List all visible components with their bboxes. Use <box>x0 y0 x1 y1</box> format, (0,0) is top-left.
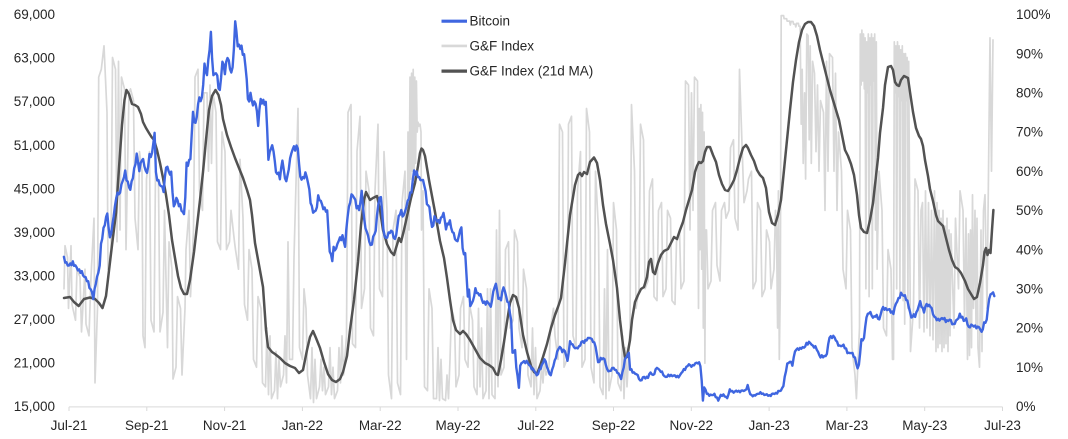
svg-text:33,000: 33,000 <box>14 268 55 283</box>
svg-text:45,000: 45,000 <box>14 181 55 196</box>
svg-text:Mar-22: Mar-22 <box>359 418 402 433</box>
svg-text:20%: 20% <box>1016 321 1043 336</box>
svg-text:69,000: 69,000 <box>14 7 55 22</box>
svg-text:Jul-22: Jul-22 <box>517 418 554 433</box>
svg-text:15,000: 15,000 <box>14 399 55 414</box>
svg-text:27,000: 27,000 <box>14 312 55 327</box>
svg-text:40%: 40% <box>1016 242 1043 257</box>
svg-text:Sep-22: Sep-22 <box>592 418 636 433</box>
svg-text:Nov-22: Nov-22 <box>670 418 714 433</box>
svg-text:G&F Index: G&F Index <box>470 38 535 53</box>
svg-text:May-23: May-23 <box>902 418 947 433</box>
svg-text:39,000: 39,000 <box>14 225 55 240</box>
svg-text:Jul-23: Jul-23 <box>984 418 1021 433</box>
svg-text:Jul-21: Jul-21 <box>51 418 88 433</box>
svg-text:60%: 60% <box>1016 164 1043 179</box>
svg-text:51,000: 51,000 <box>14 138 55 153</box>
svg-text:80%: 80% <box>1016 86 1043 101</box>
svg-text:21,000: 21,000 <box>14 356 55 371</box>
svg-text:70%: 70% <box>1016 125 1043 140</box>
svg-text:Nov-21: Nov-21 <box>203 418 247 433</box>
svg-text:63,000: 63,000 <box>14 51 55 66</box>
svg-text:G&F Index (21d MA): G&F Index (21d MA) <box>470 64 594 79</box>
svg-text:50%: 50% <box>1016 203 1043 218</box>
svg-text:Sep-21: Sep-21 <box>125 418 169 433</box>
svg-text:90%: 90% <box>1016 46 1043 61</box>
svg-text:57,000: 57,000 <box>14 94 55 109</box>
svg-text:10%: 10% <box>1016 360 1043 375</box>
svg-text:100%: 100% <box>1016 7 1051 22</box>
svg-text:Jan-22: Jan-22 <box>282 418 323 433</box>
svg-text:30%: 30% <box>1016 282 1043 297</box>
svg-text:May-22: May-22 <box>435 418 480 433</box>
svg-text:Jan-23: Jan-23 <box>748 418 789 433</box>
svg-text:Bitcoin: Bitcoin <box>470 14 511 29</box>
svg-text:0%: 0% <box>1016 399 1036 414</box>
svg-text:Mar-23: Mar-23 <box>826 418 869 433</box>
